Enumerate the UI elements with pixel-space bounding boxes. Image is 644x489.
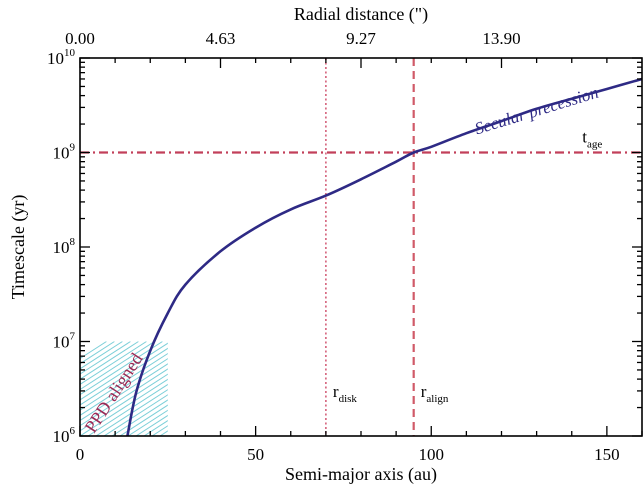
annotation-disk: rdisk bbox=[333, 382, 358, 405]
hatch-line bbox=[80, 347, 168, 406]
hatch-line bbox=[80, 341, 147, 385]
hatch-line bbox=[87, 383, 168, 436]
top-x-axis-label: Radial distance (") bbox=[294, 4, 428, 25]
y-tick-label: 1010 bbox=[47, 47, 76, 68]
x-tick-label: 150 bbox=[594, 445, 620, 464]
hatch-line bbox=[80, 341, 139, 380]
annotation-age: tage bbox=[582, 128, 602, 151]
y-axis-label: Timescale (yr) bbox=[8, 195, 29, 300]
hatch-line bbox=[80, 352, 168, 411]
x-tick-label: 100 bbox=[419, 445, 445, 464]
series-line-secular-precession bbox=[126, 77, 642, 436]
hatch-line bbox=[119, 404, 168, 436]
annotation-align: ralign bbox=[421, 382, 449, 405]
hatch-line bbox=[111, 399, 168, 436]
hatch-line bbox=[80, 358, 168, 416]
plot-frame bbox=[79, 57, 643, 437]
hatch-line bbox=[103, 394, 168, 436]
x-axis-label: Semi-major axis (au) bbox=[285, 464, 437, 485]
hatch-line bbox=[80, 342, 168, 401]
y-tick-label: 106 bbox=[53, 425, 76, 446]
x-tick-label: 0 bbox=[76, 445, 85, 464]
hatch-line bbox=[80, 341, 155, 391]
top-tick-label: 13.90 bbox=[482, 29, 520, 48]
hatch-line bbox=[95, 389, 168, 436]
top-tick-label: 4.63 bbox=[206, 29, 236, 48]
y-tick-label: 107 bbox=[53, 331, 76, 352]
hatch-line bbox=[159, 430, 168, 436]
hatch-line bbox=[135, 414, 168, 436]
top-tick-label: 0.00 bbox=[65, 29, 95, 48]
hatch-line bbox=[80, 341, 123, 370]
hatch-line bbox=[151, 425, 168, 436]
hatch-line bbox=[80, 341, 115, 365]
hatch-line bbox=[167, 435, 168, 436]
y-tick-label: 108 bbox=[53, 236, 76, 257]
x-tick-label: 50 bbox=[247, 445, 264, 464]
hatch-line bbox=[80, 341, 163, 396]
hatch-line bbox=[176, 342, 322, 437]
ppd-aligned-region bbox=[80, 341, 322, 437]
hatch-line bbox=[127, 409, 168, 436]
top-tick-label: 9.27 bbox=[346, 29, 376, 48]
hatch-line bbox=[80, 341, 131, 375]
hatch-line bbox=[143, 420, 168, 436]
hatch-line bbox=[80, 378, 168, 436]
y-tick-label: 109 bbox=[53, 142, 76, 163]
hatch-line bbox=[80, 341, 107, 360]
hatch-line bbox=[80, 373, 168, 432]
